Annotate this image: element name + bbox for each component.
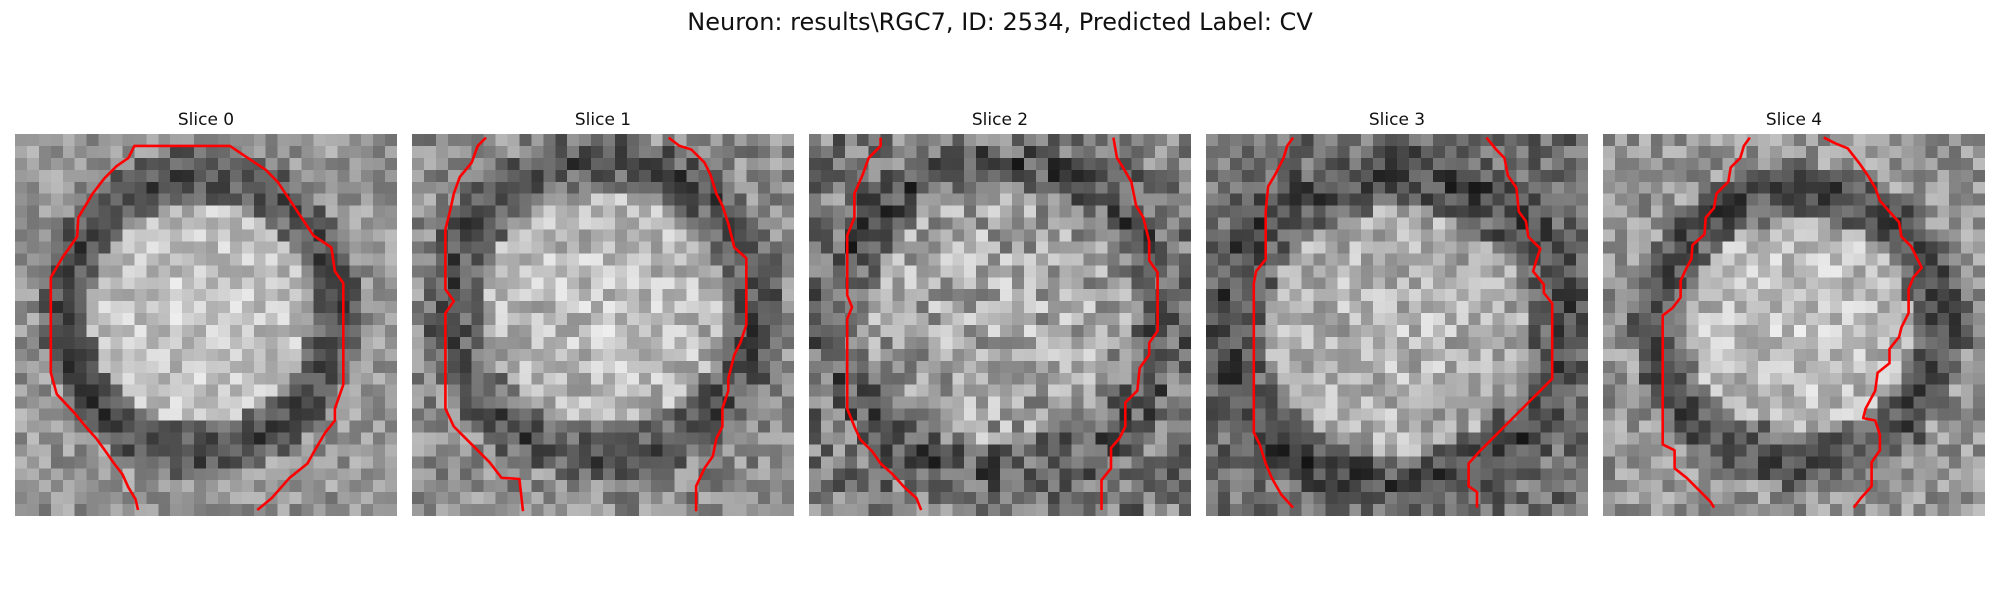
pixel-grid (1603, 134, 1985, 516)
slice-title: Slice 0 (177, 110, 235, 130)
slice-image (1206, 134, 1588, 516)
slice-title: Slice 4 (1765, 110, 1823, 130)
slice-image (412, 134, 794, 516)
slice-image (15, 134, 397, 516)
pixel-grid (15, 134, 397, 516)
slice-title: Slice 3 (1368, 110, 1426, 130)
contour-line-left (444, 136, 525, 512)
slice-title: Slice 2 (971, 110, 1029, 130)
contour-line-left (1661, 136, 1751, 509)
contour-line-right (1823, 136, 1924, 509)
slice-image (809, 134, 1191, 516)
figure-title: Neuron: results\RGC7, ID: 2534, Predicte… (687, 8, 1313, 36)
contour-line-right (1100, 137, 1159, 510)
contour-line-left (49, 144, 345, 512)
contour-line-right (1467, 136, 1554, 508)
contour-line-left (1252, 136, 1295, 509)
pixel-grid (809, 134, 1191, 516)
pixel-grid (1206, 134, 1588, 516)
pixel-grid (412, 134, 794, 516)
contour-line-left (845, 137, 923, 511)
slice-title: Slice 1 (574, 110, 632, 130)
slice-image (1603, 134, 1985, 516)
contour-line-right (667, 136, 748, 512)
